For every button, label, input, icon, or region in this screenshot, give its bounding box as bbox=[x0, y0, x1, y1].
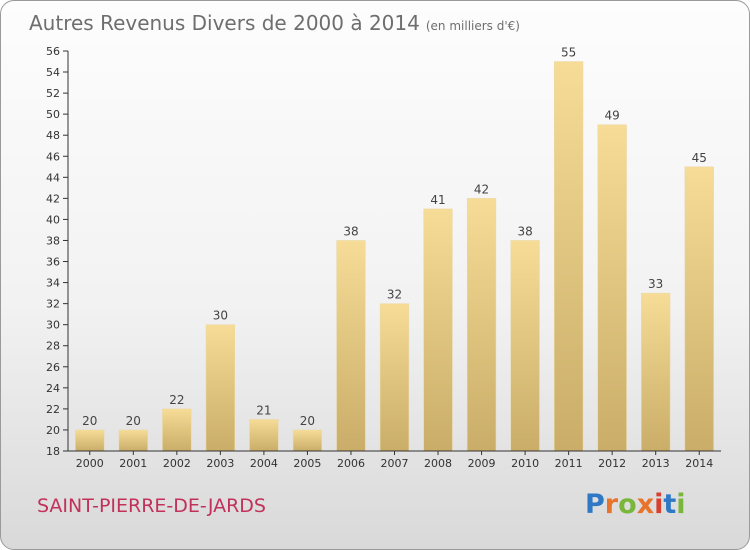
y-tick-label: 38 bbox=[46, 234, 60, 247]
bar-value-label: 21 bbox=[256, 403, 271, 417]
logo-letter: P bbox=[585, 489, 605, 520]
x-tick-label: 2014 bbox=[685, 457, 713, 470]
x-tick-label: 2002 bbox=[163, 457, 191, 470]
y-axis: 18 20 22 24 26 28 30 32 34 36 38 40 42 44 46 48 50 52 54 56 bbox=[46, 45, 69, 458]
chart-title-text: Autres Revenus Divers de 2000 à 2014 bbox=[29, 11, 420, 35]
x-tick-label: 2001 bbox=[119, 457, 147, 470]
bars: 20 20 22 30 21 20 38 32 41 42 38 55 49 33 45 bbox=[75, 46, 714, 452]
x-tick-label: 2008 bbox=[424, 457, 452, 470]
x-tick-label: 2013 bbox=[642, 457, 670, 470]
x-tick-label: 2004 bbox=[250, 457, 278, 470]
y-tick-label: 40 bbox=[46, 213, 60, 226]
y-tick-label: 20 bbox=[46, 424, 60, 437]
bar-value-label: 38 bbox=[517, 224, 532, 238]
logo-letter: i bbox=[654, 489, 664, 520]
bar-2006 bbox=[336, 240, 366, 452]
bar-2005 bbox=[292, 429, 323, 452]
bar-value-label: 41 bbox=[430, 193, 445, 207]
bar-value-label: 20 bbox=[82, 414, 97, 428]
chart-title: Autres Revenus Divers de 2000 à 2014 (en … bbox=[29, 11, 520, 35]
x-tick-label: 2011 bbox=[555, 457, 583, 470]
y-tick-label: 52 bbox=[46, 87, 60, 100]
y-tick-label: 36 bbox=[46, 256, 60, 269]
bar-value-label: 33 bbox=[648, 277, 663, 291]
bar-value-label: 42 bbox=[474, 182, 489, 196]
commune-name: SAINT-PIERRE-DE-JARDS bbox=[37, 495, 266, 517]
y-tick-label: 18 bbox=[46, 445, 60, 458]
y-tick-label: 34 bbox=[46, 277, 60, 290]
logo-letter: i bbox=[676, 489, 686, 520]
x-tick-label: 2006 bbox=[337, 457, 365, 470]
bar-2000 bbox=[75, 429, 105, 452]
bar-2004 bbox=[249, 419, 279, 452]
bar-2001 bbox=[118, 429, 148, 452]
bar-value-label: 38 bbox=[343, 224, 358, 238]
x-tick-label: 2003 bbox=[206, 457, 234, 470]
y-tick-label: 26 bbox=[46, 361, 60, 374]
logo-letter: x bbox=[636, 489, 655, 520]
logo-letter: t bbox=[663, 489, 677, 520]
bar-2008 bbox=[423, 208, 453, 452]
x-tick-label: 2000 bbox=[76, 457, 104, 470]
chart-subtitle: (en milliers d'€) bbox=[425, 19, 520, 33]
y-tick-label: 48 bbox=[46, 129, 60, 142]
bar-value-label: 22 bbox=[169, 393, 184, 407]
x-tick-label: 2005 bbox=[293, 457, 321, 470]
y-tick-label: 46 bbox=[46, 150, 60, 163]
bar-2003 bbox=[205, 324, 235, 452]
bar-value-label: 45 bbox=[692, 151, 707, 165]
bar-value-label: 30 bbox=[213, 309, 228, 323]
y-tick-label: 30 bbox=[46, 319, 60, 332]
x-tick-label: 2010 bbox=[511, 457, 539, 470]
y-tick-label: 56 bbox=[46, 45, 60, 58]
y-tick-label: 22 bbox=[46, 403, 60, 416]
x-axis: 2000 2001 2002 2003 2004 2005 2006 2007 2008 2009… bbox=[68, 450, 721, 470]
bar-2009 bbox=[466, 198, 497, 452]
logo-letter: o bbox=[618, 489, 637, 520]
bar-2013 bbox=[641, 292, 671, 452]
y-tick-label: 32 bbox=[46, 298, 60, 311]
bar-2011 bbox=[554, 61, 584, 452]
y-tick-label: 28 bbox=[46, 340, 60, 353]
bar-2014 bbox=[684, 166, 714, 452]
bar-value-label: 20 bbox=[126, 414, 141, 428]
bar-2012 bbox=[597, 124, 627, 452]
proxiti-logo[interactable]: Proxiti bbox=[585, 489, 686, 520]
x-tick-label: 2012 bbox=[598, 457, 626, 470]
bar-2002 bbox=[162, 408, 192, 452]
y-tick-label: 50 bbox=[46, 108, 60, 121]
bar-2010 bbox=[510, 240, 540, 452]
bar-value-label: 49 bbox=[605, 109, 620, 123]
y-tick-label: 44 bbox=[46, 171, 60, 184]
bar-2007 bbox=[379, 303, 410, 452]
y-tick-label: 24 bbox=[46, 382, 60, 395]
bar-value-label: 55 bbox=[561, 46, 576, 60]
y-tick-label: 54 bbox=[46, 66, 60, 79]
logo-letter: r bbox=[604, 489, 619, 520]
bar-value-label: 20 bbox=[300, 414, 315, 428]
y-tick-label: 42 bbox=[46, 192, 60, 205]
bar-value-label: 32 bbox=[387, 288, 402, 302]
x-tick-label: 2009 bbox=[468, 457, 496, 470]
x-tick-label: 2007 bbox=[381, 457, 409, 470]
